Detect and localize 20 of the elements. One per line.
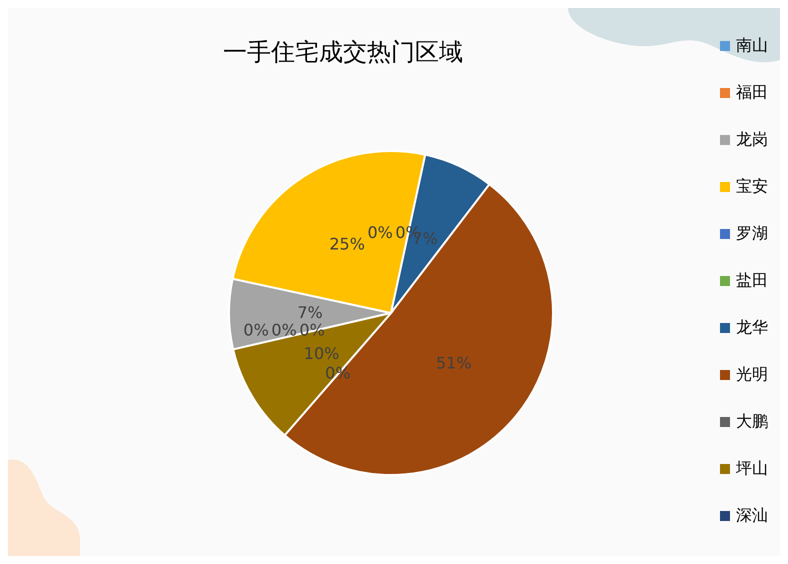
- legend-label: 宝安: [736, 176, 768, 196]
- legend-label: 福田: [736, 82, 768, 102]
- data-label: 25%: [329, 234, 365, 254]
- legend-label: 盐田: [736, 270, 768, 290]
- legend-label: 罗湖: [736, 223, 768, 242]
- text: 0%: [271, 320, 297, 340]
- text: 0%: [299, 320, 325, 340]
- legend-label: 南山: [736, 35, 768, 54]
- data-label: 10%: [304, 344, 340, 364]
- chart-title: 一手住宅成交热门区域: [223, 38, 463, 66]
- legend-label: 龙岗: [736, 129, 768, 148]
- legend-label: 坪山: [735, 458, 768, 478]
- legend-label: 光明: [736, 364, 768, 384]
- text: 0%: [367, 223, 393, 242]
- legend-label: 龙华: [736, 317, 768, 336]
- text: 0%: [243, 320, 269, 340]
- legend-label: 大鹏: [736, 411, 768, 430]
- legend-label: 深汕: [736, 505, 768, 524]
- data-label: 7%: [297, 302, 323, 322]
- data-label: 51%: [436, 354, 472, 373]
